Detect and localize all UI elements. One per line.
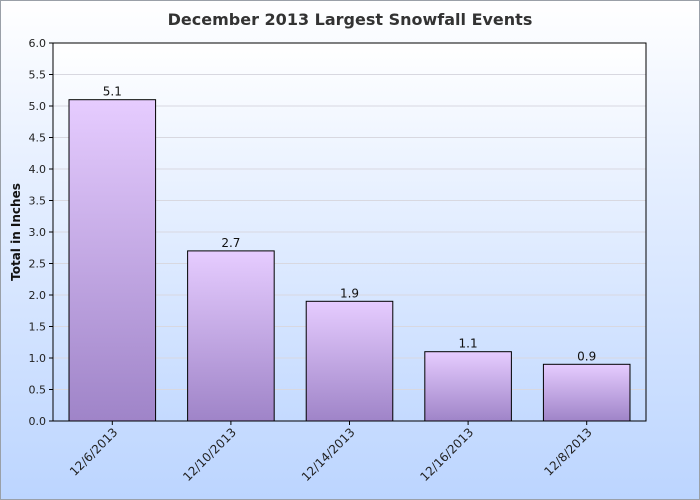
y-tick-label: 3.0	[29, 226, 47, 239]
y-tick-label: 1.0	[29, 352, 47, 365]
y-axis-label: Total in Inches	[9, 183, 23, 281]
y-tick-label: 5.0	[29, 100, 47, 113]
y-tick-label: 2.5	[29, 258, 47, 271]
y-tick-label: 3.5	[29, 195, 47, 208]
bars: 5.1 2.7 1.9 1.1 0.9	[68, 85, 631, 422]
bar-value-label: 5.1	[103, 85, 122, 99]
x-category-label: 12/10/2013	[180, 425, 239, 484]
bar-value-label: 1.9	[340, 286, 359, 300]
x-category-label: 12/8/2013	[541, 425, 594, 478]
bar	[305, 300, 394, 422]
y-tick-label: 4.0	[29, 163, 47, 176]
bar-value-label: 1.1	[459, 337, 478, 351]
y-tick-label: 2.0	[29, 289, 47, 302]
bar-value-label: 0.9	[577, 349, 596, 363]
bar	[424, 351, 512, 422]
bar	[68, 99, 157, 422]
bar-value-label: 2.7	[221, 236, 240, 250]
x-category-label: 12/16/2013	[417, 425, 476, 484]
chart-title: December 2013 Largest Snowfall Events	[168, 10, 533, 29]
y-tick-label: 6.0	[29, 37, 47, 50]
y-tick-label: 0.0	[29, 415, 47, 428]
y-ticks: 0.0 0.5 1.0 1.5 2.0 2.5 3.0 3.5 4.0 4.5 5.0 5.5 6.0	[29, 37, 53, 428]
y-tick-label: 5.5	[29, 69, 47, 82]
bar	[542, 363, 631, 422]
y-tick-label: 0.5	[29, 384, 47, 397]
bar	[187, 250, 275, 422]
x-category-label: 12/6/2013	[67, 425, 120, 478]
y-tick-label: 4.5	[29, 132, 47, 145]
y-tick-label: 1.5	[29, 321, 47, 334]
x-categories: 12/6/2013 12/10/2013 12/14/2013 12/16/2013 1…	[67, 421, 595, 484]
x-category-label: 12/14/2013	[299, 425, 358, 484]
